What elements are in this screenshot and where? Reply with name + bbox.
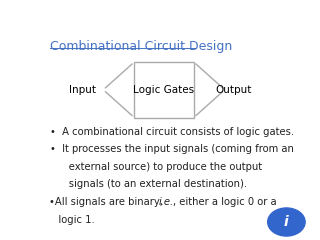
Text: i: i [284,215,289,229]
FancyBboxPatch shape [134,62,194,118]
Text: external source) to produce the output: external source) to produce the output [50,162,262,172]
Text: logic 1.: logic 1. [49,215,94,225]
Text: Logic Gates: Logic Gates [133,85,195,95]
Text: •  It processes the input signals (coming from an: • It processes the input signals (coming… [50,144,294,154]
Text: •  A combinational circuit consists of logic gates.: • A combinational circuit consists of lo… [50,127,294,137]
Circle shape [268,208,305,236]
Text: Combinational Circuit Design: Combinational Circuit Design [50,40,232,53]
Text: Input: Input [69,85,96,95]
Text: signals (to an external destination).: signals (to an external destination). [50,180,247,189]
Text: Output: Output [215,85,252,95]
Text: i.e.: i.e. [159,197,174,207]
Text: •All signals are binary,: •All signals are binary, [49,197,166,207]
Text: , either a logic 0 or a: , either a logic 0 or a [173,197,277,207]
